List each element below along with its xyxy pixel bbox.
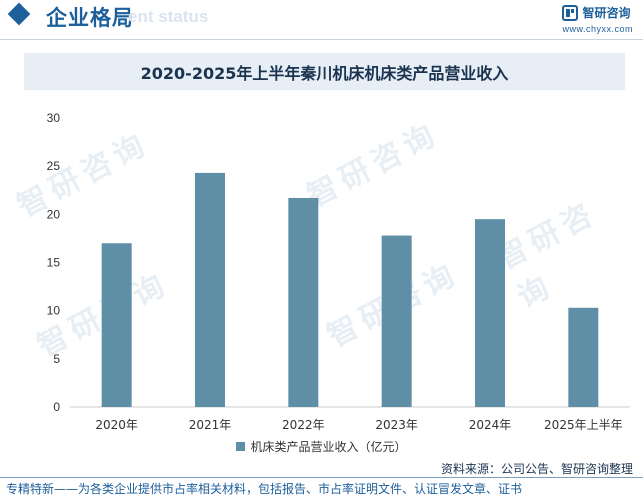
chart-title-box: 2020-2025年上半年秦川机床机床类产品营业收入 — [24, 53, 625, 90]
x-tick-label: 2020年 — [95, 418, 138, 432]
footer-text: 专精特新——为各类企业提供市占率相关材料，包括报告、市占率证明文件、认证冒发文章… — [6, 482, 523, 496]
x-tick-label: 2021年 — [189, 418, 232, 432]
bar — [101, 243, 132, 407]
y-tick-label: 0 — [53, 400, 60, 414]
brand-url: www.chyxx.com — [562, 24, 633, 34]
y-tick-label: 30 — [47, 111, 61, 125]
legend-swatch — [236, 442, 246, 451]
section-title: 企业格局 — [46, 6, 134, 30]
section-subtitle: ent status — [128, 7, 209, 26]
y-tick-label: 15 — [47, 256, 61, 270]
bar — [195, 172, 225, 407]
bar — [568, 307, 599, 407]
legend: 机床类产品营业收入（亿元） — [0, 438, 643, 455]
legend-label: 机床类产品营业收入（亿元） — [250, 440, 407, 454]
bar — [381, 235, 412, 407]
source-note: 资料来源：公司公告、智研咨询整理 — [440, 462, 633, 476]
brand-logo-icon — [562, 4, 579, 21]
bar — [288, 197, 319, 407]
x-tick-label: 2025年上半年 — [544, 418, 623, 432]
y-tick-label: 10 — [47, 304, 61, 318]
bar — [475, 219, 505, 407]
y-tick-label: 5 — [53, 352, 60, 366]
x-tick-label: 2022年 — [282, 418, 325, 432]
header-divider — [0, 39, 643, 40]
x-tick-label: 2023年 — [375, 418, 418, 432]
chart-title: 2020-2025年上半年秦川机床机床类产品营业收入 — [140, 63, 509, 83]
y-tick-label: 20 — [47, 207, 61, 221]
header: 企业格局 ent status 智研咨询 www.chyxx.com — [0, 0, 643, 38]
brand: 智研咨询 www.chyxx.com — [562, 4, 633, 34]
footer-divider — [0, 477, 643, 478]
brand-name: 智研咨询 — [582, 6, 631, 20]
y-tick-label: 25 — [47, 159, 61, 173]
x-tick-label: 2024年 — [469, 418, 512, 432]
